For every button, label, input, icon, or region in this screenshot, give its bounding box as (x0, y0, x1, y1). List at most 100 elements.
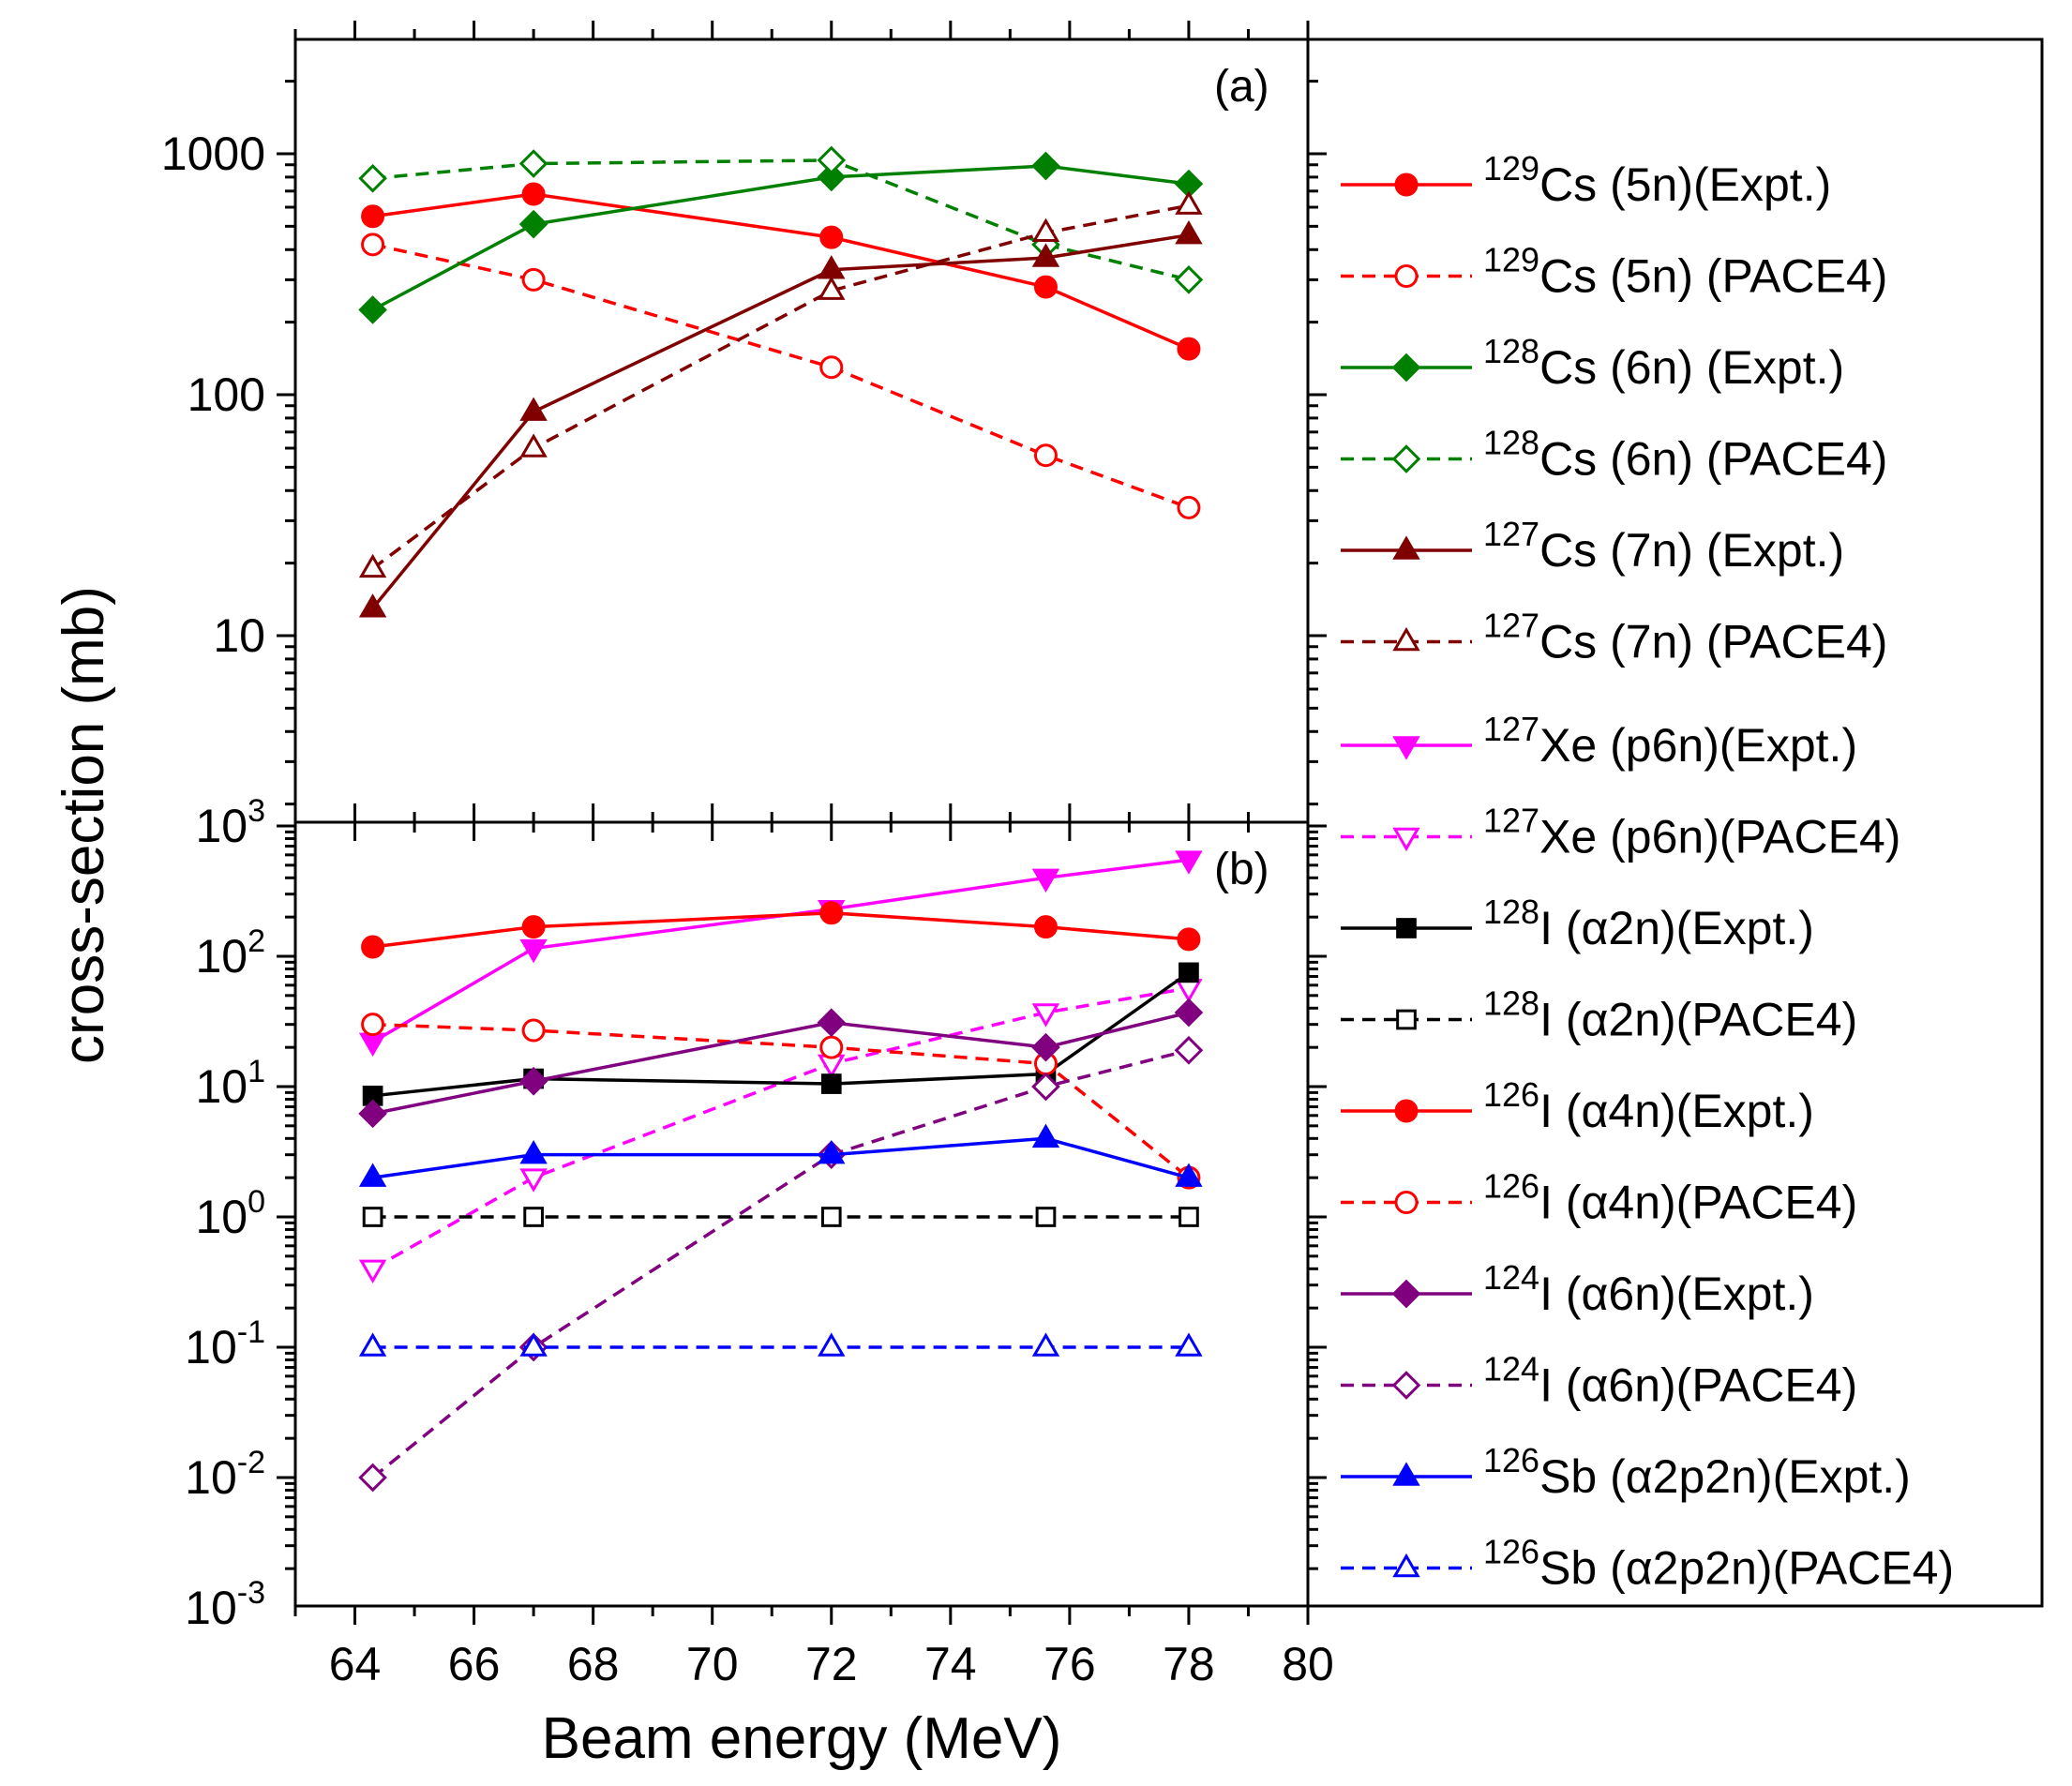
legend-label-superscript: 127 (1483, 710, 1539, 748)
legend-item: 124I (α6n)(Expt.) (1341, 1258, 1814, 1320)
legend-label-text: Cs (5n) (PACE4) (1539, 250, 1887, 303)
data-point (521, 1018, 546, 1043)
legend-marker (1391, 1371, 1421, 1400)
y-tick-exponent: 1 (248, 1054, 265, 1089)
x-tick-label: 74 (924, 1638, 977, 1690)
x-tick-label: 70 (686, 1638, 739, 1690)
legend-item: 127Cs (7n) (PACE4) (1341, 607, 1887, 668)
data-point (820, 1207, 842, 1227)
legend-label: 127Xe (p6n)(PACE4) (1483, 802, 1900, 863)
legend-marker (1392, 736, 1420, 760)
data-point (1031, 1332, 1060, 1357)
legend-label-text: Sb (α2p2n)(Expt.) (1539, 1450, 1911, 1503)
legend-label: 128I (α2n)(PACE4) (1483, 984, 1857, 1046)
legend-item: 128I (α2n)(Expt.) (1341, 893, 1814, 954)
legend-item: 124I (α6n)(PACE4) (1341, 1350, 1857, 1412)
legend-item: 126Sb (α2p2n)(Expt.) (1341, 1441, 1911, 1503)
panel-b-y-tick-label: 10-3 (185, 1575, 265, 1634)
data-point (1175, 190, 1203, 215)
data-point (1031, 151, 1060, 181)
data-point (1179, 1207, 1199, 1227)
legend-label-superscript: 127 (1483, 515, 1539, 553)
data-point (1177, 927, 1201, 952)
legend-label-superscript: 128 (1483, 424, 1539, 462)
legend-marker (1391, 444, 1421, 473)
data-point (1175, 1332, 1203, 1357)
legend-label: 127Cs (7n) (Expt.) (1483, 515, 1844, 577)
data-point (358, 593, 387, 618)
legend-label: 127Xe (p6n)(Expt.) (1483, 710, 1857, 772)
panel-a: 10 100 1000 (a) (161, 38, 1327, 824)
data-point (361, 204, 385, 229)
legend-label-superscript: 126 (1483, 1441, 1539, 1479)
data-point (817, 162, 847, 192)
data-point (519, 938, 548, 964)
panel-a-series (358, 145, 1204, 618)
series-a-2 (358, 151, 1204, 324)
data-point (358, 1259, 387, 1283)
legend-label-superscript: 126 (1483, 1533, 1539, 1571)
series-b-9 (358, 1332, 1203, 1357)
y-tick-base: 10 (195, 1191, 248, 1243)
data-point (518, 209, 548, 239)
legend-label: 126Sb (α2p2n)(Expt.) (1483, 1441, 1911, 1503)
legend-marker (1392, 1462, 1420, 1486)
series-a-5 (358, 190, 1203, 578)
series-a-1 (361, 233, 1201, 519)
legend-marker (1391, 353, 1421, 383)
x-axis-title: Beam energy (MeV) (542, 1706, 1062, 1771)
panel-b-label: (b) (1214, 845, 1269, 894)
data-point (817, 1008, 847, 1038)
legend-label-superscript: 127 (1483, 607, 1539, 645)
y-tick-base: 10 (195, 1060, 248, 1113)
y-tick-base: 10 (185, 1582, 237, 1634)
y-tick-base: 10 (195, 930, 248, 983)
legend-item: 128Cs (6n) (PACE4) (1341, 424, 1887, 486)
series-a-0 (361, 182, 1201, 361)
legend-item: 128Cs (6n) (Expt.) (1341, 332, 1844, 394)
x-tick-label: 76 (1044, 1638, 1096, 1690)
y-tick-exponent: -1 (237, 1314, 265, 1350)
y-tick-base: 10 (185, 1321, 237, 1373)
legend-label: 124I (α6n)(PACE4) (1483, 1350, 1857, 1412)
legend-item: 126I (α4n)(PACE4) (1341, 1167, 1857, 1229)
y-tick-exponent: -2 (237, 1445, 265, 1480)
data-point (1031, 1003, 1060, 1028)
data-point (1175, 850, 1203, 875)
legend-item: 129Cs (5n)(Expt.) (1341, 149, 1831, 211)
data-point (817, 145, 847, 175)
y-tick-base: 10 (185, 1451, 237, 1504)
legend-label-superscript: 128 (1483, 332, 1539, 370)
data-point (518, 1066, 548, 1096)
series-b-5 (361, 1013, 1201, 1190)
y-tick-base: 10 (195, 800, 248, 852)
legend: 129Cs (5n)(Expt.)129Cs (5n) (PACE4)128Cs… (1306, 38, 2044, 1608)
legend-label-text: Cs (6n) (PACE4) (1539, 433, 1887, 486)
data-point (358, 1099, 387, 1129)
data-point (523, 1207, 544, 1227)
legend-label-superscript: 126 (1483, 1075, 1539, 1114)
x-tick-label: 78 (1163, 1638, 1215, 1690)
legend-label-text: I (α6n)(PACE4) (1539, 1359, 1857, 1412)
panel-b-y-tick-label: 103 (195, 793, 265, 852)
data-point (358, 1332, 387, 1357)
data-point (1175, 220, 1203, 245)
data-point (1031, 868, 1060, 893)
data-point (1031, 1032, 1060, 1062)
legend-marker (1394, 1099, 1419, 1123)
legend-label-text: Xe (p6n)(Expt.) (1539, 719, 1857, 772)
legend-label: 128Cs (6n) (PACE4) (1483, 424, 1887, 486)
data-point (818, 1332, 846, 1357)
data-point (519, 397, 548, 421)
legend-marker (1396, 918, 1417, 938)
legend-label: 129Cs (5n)(Expt.) (1483, 149, 1831, 211)
data-point (358, 553, 387, 578)
legend-label-superscript: 124 (1483, 1350, 1539, 1388)
data-point (820, 1073, 842, 1094)
legend-label: 126I (α4n)(PACE4) (1483, 1167, 1857, 1229)
data-point (819, 901, 844, 925)
data-point (1031, 243, 1060, 267)
legend-item: 127Xe (p6n)(Expt.) (1341, 710, 1857, 772)
